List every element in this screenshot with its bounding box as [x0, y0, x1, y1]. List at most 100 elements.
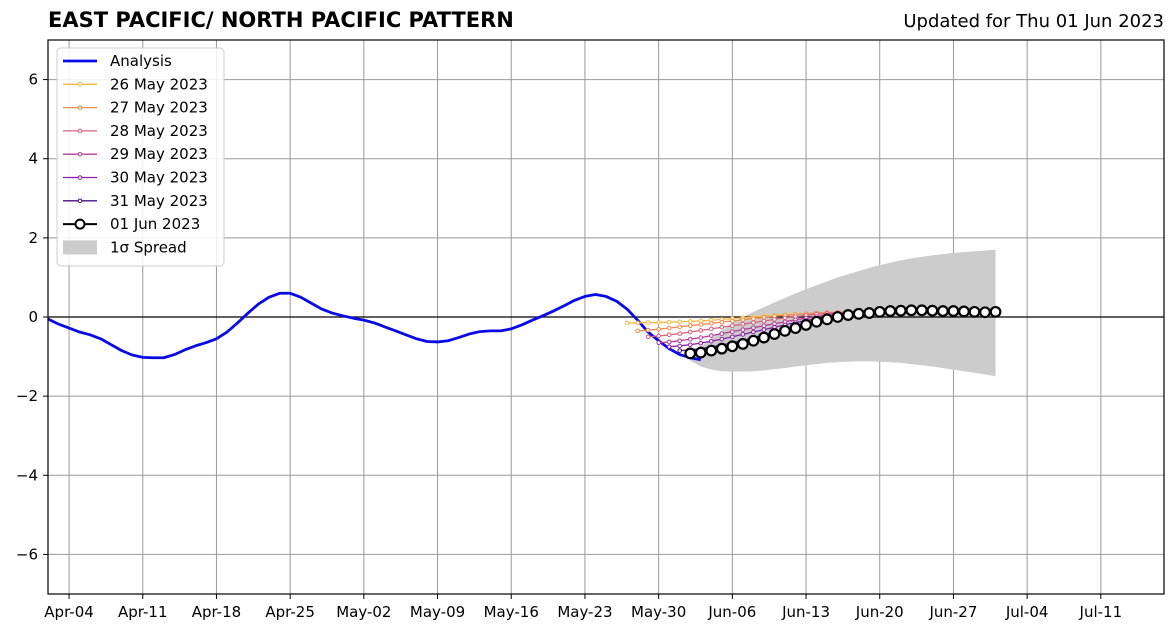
forecast-point	[789, 322, 802, 334]
forecast-point	[677, 343, 682, 349]
forecast-point	[656, 333, 661, 339]
forecast-point	[730, 329, 735, 334]
forecast-point	[624, 320, 630, 326]
forecast-point	[705, 344, 718, 357]
x-tick-label: Jul-04	[1005, 603, 1049, 621]
forecast-point	[677, 319, 682, 325]
x-tick-label: May-09	[410, 603, 465, 621]
forecast-point	[842, 309, 855, 321]
legend-label: 29 May 2023	[110, 145, 208, 163]
forecast-point	[656, 340, 661, 346]
forecast-point	[687, 323, 693, 329]
forecast-point	[677, 348, 682, 353]
forecast-point	[821, 313, 833, 326]
axes-layer: −6 −4 −2 0 2 4 6 Apr-04 Apr-11 Apr-18 Apr-25 May-02…	[16, 39, 1165, 621]
x-tick-label: May-30	[631, 603, 686, 621]
forecast-point	[719, 319, 725, 325]
legend-label: 01 Jun 2023	[110, 215, 200, 233]
forecast-point	[698, 328, 704, 333]
x-tick-label: Jun-20	[855, 603, 904, 621]
forecast-point	[873, 305, 886, 318]
y-tick-label: 2	[28, 229, 38, 247]
forecast-point	[905, 304, 918, 317]
forecast-point	[677, 324, 682, 330]
series-layer	[47, 291, 1002, 362]
forecast-point	[937, 305, 949, 317]
forecast-point	[779, 324, 791, 337]
forecast-point	[698, 340, 704, 346]
legend-marker	[74, 218, 86, 230]
forecast-point	[740, 321, 746, 327]
forecast-point	[635, 320, 640, 326]
x-tick-label: Apr-18	[192, 603, 242, 621]
y-tick-label: −4	[16, 466, 38, 484]
forecast-point	[726, 340, 739, 353]
analysis-line	[47, 291, 702, 362]
y-tick-label: 4	[28, 150, 38, 168]
forecast-point	[894, 304, 907, 317]
forecast-point	[719, 336, 725, 342]
forecast-point	[761, 315, 767, 320]
forecast-point	[915, 304, 928, 317]
forecast-point	[684, 347, 697, 360]
y-tick-label: −6	[16, 545, 38, 563]
forecast-point	[772, 317, 777, 322]
forecast-point	[761, 327, 767, 332]
forecast-point	[751, 329, 756, 335]
forecast-point	[751, 316, 756, 321]
forecast-point	[666, 332, 672, 338]
forecast-point	[831, 311, 844, 323]
forecast-point	[708, 333, 714, 338]
forecast-point	[926, 304, 939, 317]
forecast-point	[687, 329, 693, 335]
forecast-point	[810, 315, 823, 328]
legend-marker	[77, 151, 83, 157]
forecast-point	[666, 325, 672, 331]
forecast-point	[751, 320, 756, 325]
legend-marker	[77, 175, 83, 180]
forecast-point	[800, 319, 812, 331]
chart-subtitle: Updated for Thu 01 Jun 2023	[903, 11, 1164, 32]
forecast-point	[698, 335, 704, 340]
forecast-point	[772, 321, 777, 327]
forecast-point	[677, 331, 682, 336]
forecast-point	[645, 327, 651, 333]
forecast-point	[687, 319, 693, 324]
x-tick-label: Apr-11	[118, 603, 168, 621]
x-tick-label: May-16	[484, 603, 539, 621]
forecast-point	[635, 328, 640, 334]
forecast-point	[666, 339, 672, 345]
forecast-point	[730, 318, 735, 324]
legend-label: 1σ Spread	[110, 238, 187, 256]
forecast-point	[730, 323, 735, 329]
forecast-point	[645, 334, 651, 340]
legend-label: 31 May 2023	[110, 192, 208, 210]
forecast-point	[677, 338, 682, 344]
forecast-point	[758, 331, 770, 344]
forecast-point	[747, 334, 760, 347]
x-tick-label: Apr-04	[44, 603, 94, 621]
x-tick-label: Jul-11	[1079, 603, 1123, 621]
legend-swatch	[63, 240, 97, 255]
x-tick-label: May-23	[557, 603, 612, 621]
y-tick-label: 6	[28, 71, 38, 89]
forecast-point	[947, 305, 960, 317]
forecast-point	[751, 325, 756, 330]
x-tick-label: Jun-06	[707, 603, 756, 621]
forecast-point	[708, 326, 714, 332]
legend-label: 27 May 2023	[110, 99, 208, 117]
legend-marker	[77, 128, 83, 134]
forecast-point	[666, 344, 672, 349]
y-tick-label: 0	[28, 308, 38, 326]
forecast-point	[656, 320, 661, 325]
forecast-point	[736, 338, 749, 350]
chart-title: EAST PACIFIC/ NORTH PACIFIC PATTERN	[48, 8, 514, 32]
x-tick-label: Apr-25	[265, 603, 315, 621]
forecast-point	[852, 307, 865, 320]
legend-box	[56, 47, 225, 267]
forecast-point	[687, 336, 693, 342]
forecast-point	[645, 320, 651, 325]
forecast-point	[694, 346, 707, 359]
forecast-point	[687, 342, 693, 348]
